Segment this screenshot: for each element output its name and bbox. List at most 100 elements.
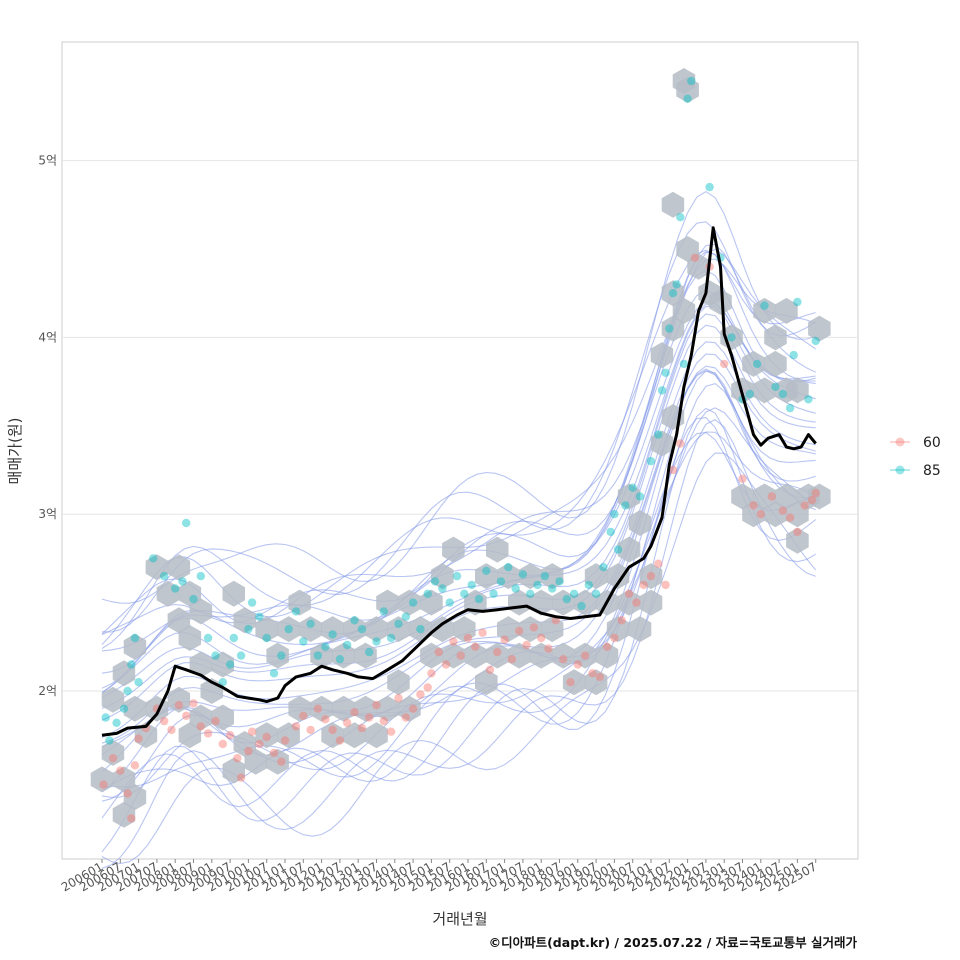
scatter-point-60 (386, 727, 396, 736)
scatter-point-60 (423, 683, 432, 692)
scatter-point-60 (244, 746, 253, 756)
hexbin (720, 324, 743, 351)
scatter-point-60 (767, 492, 776, 501)
x-axis: 2006012006072007012007072008012008072009… (59, 859, 819, 895)
hexbin (244, 748, 267, 775)
scatter-point-60 (595, 672, 604, 682)
hexbin (112, 766, 136, 793)
scatter-point-60 (617, 616, 626, 625)
scatter-point-85 (533, 580, 542, 590)
scatter-point-60 (602, 642, 612, 651)
hexbin (573, 589, 597, 616)
hexbin (123, 784, 147, 811)
scatter-point-60 (174, 700, 184, 710)
hexbin (764, 501, 787, 528)
scatter-point-60 (108, 754, 118, 763)
hexbin (409, 616, 432, 643)
hexbin (343, 616, 366, 643)
scatter-point-85 (548, 584, 557, 593)
hexbin (189, 651, 213, 678)
scatter-point-85 (705, 182, 714, 192)
hexbin (123, 633, 147, 660)
scatter-point-85 (778, 389, 787, 399)
scatter-point-85 (171, 584, 180, 593)
scatter-point-85 (130, 633, 140, 643)
scatter-point-85 (621, 501, 630, 510)
scatter-point-60 (632, 598, 641, 607)
scatter-point-85 (203, 633, 213, 643)
hexbin (189, 598, 213, 625)
scatter-point-85 (379, 607, 388, 616)
hexbin (321, 616, 344, 643)
hexbin (365, 616, 388, 643)
scatter-point-85 (610, 510, 619, 519)
scatter-point-60 (463, 633, 473, 643)
scatter-point-85 (321, 642, 330, 651)
scatter-point-85 (679, 359, 689, 369)
scatter-point-85 (672, 280, 681, 289)
scatter-point-60 (738, 474, 747, 483)
scatter-point-60 (203, 729, 213, 738)
hexbin (617, 536, 641, 563)
hexbin (639, 589, 663, 616)
scatter-point-85 (225, 660, 235, 669)
scatter-point-60 (394, 693, 403, 703)
scatter-point-60 (408, 704, 418, 713)
scatter-point-60 (778, 506, 787, 515)
hexbin (573, 642, 597, 669)
legend-item-85[interactable]: 85 (890, 463, 941, 479)
scatter-point-60 (639, 580, 648, 590)
hexbin (178, 722, 202, 749)
scatter-point-60 (335, 736, 345, 745)
hexbin (617, 589, 641, 616)
scatter-point-85 (196, 571, 205, 581)
scatter-point-60 (196, 722, 205, 731)
hexbin (376, 695, 399, 722)
hexbin (464, 642, 487, 669)
scatter-point-85 (467, 580, 476, 590)
hexbin (786, 527, 809, 554)
hexbin (266, 748, 289, 775)
hexbin (508, 642, 531, 669)
hexbin (398, 695, 421, 722)
scatter-point-85 (386, 633, 396, 643)
scatter-point-85 (804, 395, 813, 404)
legend: 60 85 (890, 435, 941, 479)
scatter-point-85 (160, 571, 169, 581)
hexbin (299, 616, 322, 643)
contour-line (101, 431, 816, 788)
contour-line (101, 417, 817, 819)
scatter-point-85 (646, 457, 656, 466)
scatter-point-60 (225, 731, 235, 740)
hexbin (786, 501, 809, 528)
scatter-point-85 (752, 359, 762, 369)
scatter-point-60 (306, 725, 315, 735)
scatter-point-60 (588, 669, 597, 678)
scatter-point-60 (456, 651, 465, 660)
legend-item-60[interactable]: 60 (890, 435, 941, 451)
scatter-point-60 (379, 716, 388, 726)
hexbin (233, 731, 256, 757)
scatter-point-60 (485, 665, 495, 674)
scatter-point-85 (562, 594, 571, 604)
hexbin (672, 68, 696, 94)
hexbin (529, 642, 553, 669)
hexbin (211, 651, 234, 678)
hexbin (387, 669, 410, 696)
scatter-point-60 (280, 736, 290, 745)
hexbin (112, 801, 136, 828)
hexbin (497, 563, 520, 590)
scatter-point-85 (474, 594, 484, 604)
scatter-point-60 (478, 628, 487, 637)
scatter-point-60 (522, 640, 531, 650)
hexbin (442, 536, 465, 563)
hexbin (497, 616, 520, 643)
scatter-point-85 (178, 577, 187, 586)
hexbin (764, 350, 787, 377)
scatter-point-85 (335, 655, 345, 664)
scatter-point-60 (661, 580, 670, 590)
scatter-point-60 (321, 715, 330, 724)
scatter-point-60 (123, 789, 132, 798)
hexbin (453, 616, 476, 643)
scatter-point-60 (811, 488, 820, 498)
